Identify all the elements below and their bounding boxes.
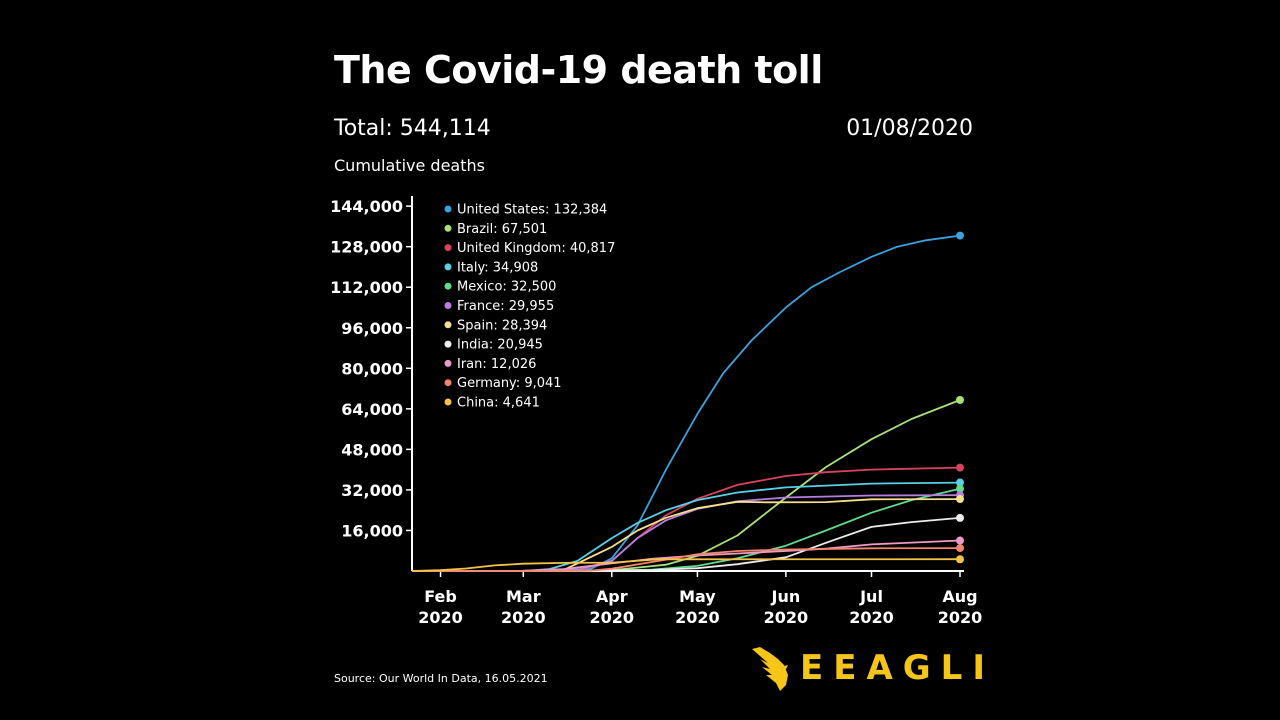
legend-marker (444, 340, 452, 348)
y-axis-label: Cumulative deaths (334, 156, 485, 175)
series-line-india (412, 517, 961, 572)
legend-entry: India: 20,945 (457, 338, 543, 353)
legend-marker (444, 205, 452, 213)
legend-marker (444, 359, 452, 367)
y-tick-label: 112,000 (330, 278, 403, 297)
x-tick-label: Apr (596, 587, 628, 606)
x-tick-label: 2020 (938, 608, 983, 627)
legend-entry: Brazil: 67,501 (457, 222, 547, 237)
y-tick-label: 128,000 (330, 238, 403, 257)
x-tick-label: Jul (859, 587, 883, 606)
y-tick-label: 16,000 (341, 521, 403, 540)
series-endpoint-mexico (956, 484, 964, 493)
y-tick-label: 64,000 (341, 400, 403, 419)
y-tick-label: 32,000 (341, 481, 403, 500)
x-tick-label: 2020 (590, 608, 635, 627)
chart-series (411, 231, 964, 572)
chart-title: The Covid-19 death toll (334, 48, 823, 92)
brand-logo: EEAGLI (750, 644, 995, 692)
legend-entry: Italy: 34,908 (457, 260, 538, 275)
series-line-china (411, 558, 961, 572)
source-note: Source: Our World In Data, 16.05.2021 (334, 672, 548, 685)
x-tick-label: Jun (771, 587, 801, 606)
x-tick-label: 2020 (849, 608, 894, 627)
series-endpoint-brazil (956, 395, 964, 404)
legend-entry: Spain: 28,394 (457, 318, 547, 333)
total-deaths: Total: 544,114 (334, 116, 491, 141)
series-endpoint-iran (956, 536, 964, 545)
series-endpoint-germany (956, 544, 964, 553)
legend-marker (444, 224, 452, 232)
brand-name: EEAGLI (800, 648, 995, 688)
legend-marker (444, 302, 452, 309)
series-endpoint-italy (956, 478, 964, 487)
x-tick-label: Feb (424, 587, 457, 606)
legend-marker (444, 263, 452, 271)
x-tick-label: Aug (942, 587, 977, 606)
series-line-brazil (412, 399, 961, 572)
x-tick-label: 2020 (418, 608, 463, 627)
x-tick-label: 2020 (764, 608, 809, 627)
y-tick-label: 144,000 (330, 197, 403, 216)
series-endpoint-india (956, 513, 964, 522)
series-endpoint-united-kingdom (956, 463, 964, 472)
y-tick-label: 48,000 (341, 440, 403, 459)
legend-entry: Germany: 9,041 (457, 376, 562, 391)
x-tick-label: 2020 (675, 608, 720, 627)
series-endpoint-spain (956, 495, 964, 504)
legend-entry: China: 4,641 (457, 396, 540, 411)
series-endpoint-china (956, 555, 964, 564)
legend-entry: United Kingdom: 40,817 (457, 241, 615, 256)
legend-entry: Mexico: 32,500 (457, 280, 556, 295)
y-tick-label: 96,000 (341, 319, 403, 338)
series-endpoint-united-states (956, 231, 964, 240)
x-tick-label: 2020 (501, 608, 546, 627)
eagle-icon (752, 647, 788, 691)
legend-marker (444, 244, 452, 252)
legend-marker (444, 321, 452, 329)
y-tick-label: 80,000 (341, 359, 403, 378)
x-tick-label: Mar (506, 587, 541, 606)
legend-entry: Iran: 12,026 (457, 357, 536, 372)
chart-axes: 16,000 32,000 48,000 64,000 80,000 96,000 112,… (330, 196, 982, 627)
legend-marker (444, 282, 452, 290)
legend-marker (444, 379, 452, 387)
legend-marker (444, 398, 452, 406)
x-tick-label: May (679, 587, 716, 606)
current-date: 01/08/2020 (846, 116, 973, 141)
chart-legend: United States: 132,384 Brazil: 67,501 Unit… (444, 203, 615, 411)
legend-entry: France: 29,955 (457, 299, 554, 314)
legend-entry: United States: 132,384 (457, 203, 607, 218)
